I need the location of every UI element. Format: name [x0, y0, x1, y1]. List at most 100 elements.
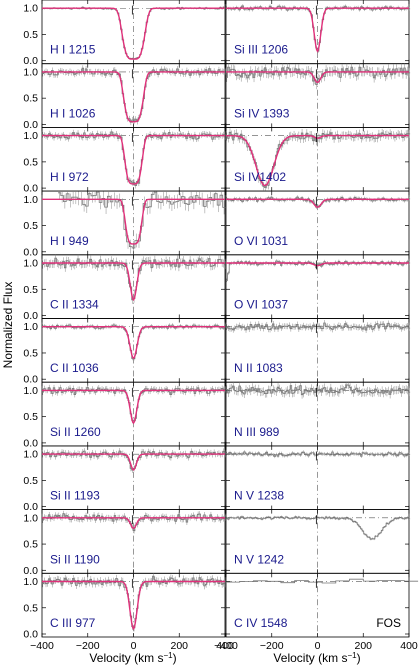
ion-label: H I 972: [50, 170, 89, 184]
ion-label: Si II 1190: [50, 552, 100, 566]
model-fit-line: [226, 198, 409, 208]
x-axis-label-left: Velocity (km s−1): [89, 651, 176, 665]
panel-left-2: H I 972: [41, 127, 227, 192]
y-tick-label: 1.0: [23, 321, 38, 333]
data-spectrum: [226, 384, 411, 396]
panel-left-0: H I 1215: [41, 0, 227, 65]
model-fit-line: [42, 453, 225, 471]
x-tick-label: −400: [30, 640, 54, 652]
panel-left-7: Si II 1193: [41, 445, 227, 510]
panel-right-1: Si IV 1393: [225, 63, 411, 128]
y-tick-label: 0.0: [23, 183, 38, 195]
y-tick-label: 1.0: [23, 385, 38, 397]
x-tick-label: −400: [214, 640, 238, 652]
panel-left-1: H I 1026: [41, 63, 227, 128]
panel-right-9: C IV 1548 FOS: [225, 572, 419, 638]
data-spectrum: [42, 387, 227, 421]
y-tick-label: 1.0: [23, 130, 38, 142]
panel-left-3: H I 949: [41, 190, 226, 256]
ion-label: C III 977: [50, 616, 96, 630]
y-tick-label: 0.0: [23, 310, 38, 322]
ion-label: H I 1026: [50, 106, 96, 120]
x-tick-label: 400: [216, 640, 234, 652]
panels-group: H I 1215 H I 1026 H I 972 H I 949 C II 1334 C…: [41, 0, 419, 638]
ion-label: N V 1238: [234, 489, 284, 503]
x-tick-label: −200: [76, 640, 100, 652]
y-tick-label: 0.5: [23, 475, 38, 487]
panel-left-4: C II 1334: [41, 254, 227, 319]
model-fit-line: [226, 7, 409, 53]
model-fit-line: [225, 134, 409, 187]
model-fit-line: [42, 580, 225, 631]
panel-right-8: N V 1242: [225, 509, 411, 574]
panel-left-6: Si II 1260: [41, 381, 227, 447]
ion-label: H I 1215: [50, 43, 96, 57]
panel-left-8: Si II 1190: [41, 509, 227, 574]
data-spectrum: [226, 578, 419, 584]
y-tick-label: 0.0: [23, 629, 38, 641]
panel-right-3: O VI 1031: [225, 190, 411, 256]
y-tick-label: 0.0: [23, 55, 38, 67]
y-tick-label: 0.5: [23, 220, 38, 232]
panel-right-6: N III 989: [225, 381, 411, 447]
ion-label: C IV 1548: [234, 616, 288, 630]
y-tick-label: 0.5: [23, 93, 38, 105]
y-tick-label: 1.0: [23, 3, 38, 15]
y-tick-label: 0.5: [23, 347, 38, 359]
y-tick-label: 0.0: [23, 246, 38, 258]
ion-label: C II 1036: [50, 361, 99, 375]
x-tick-label: 200: [170, 640, 188, 652]
data-spectrum: [42, 131, 227, 186]
panel-right-2: Si IV1402: [225, 127, 411, 192]
y-tick-label: 0.5: [23, 29, 38, 41]
ion-label: Si II 1260: [50, 425, 101, 439]
x-tick-label: 0: [315, 640, 321, 652]
y-tick-label: 0.0: [23, 119, 38, 131]
model-fit-line: [42, 198, 225, 245]
x-tick-label: 200: [354, 640, 372, 652]
x-axis-label-right: Velocity (km s−1): [273, 651, 360, 665]
x-tick-label: 0: [131, 640, 137, 652]
ion-label: N III 989: [234, 425, 280, 439]
y-tick-label: 0.5: [23, 156, 38, 168]
ion-label: H I 949: [50, 234, 89, 248]
ion-label: N II 1083: [234, 361, 283, 375]
panel-right-5: N II 1083: [225, 318, 411, 383]
y-tick-label: 0.5: [23, 284, 38, 296]
x-tick-label: 400: [400, 640, 418, 652]
y-tick-label: 1.0: [23, 66, 38, 78]
ion-label: Si III 1206: [234, 43, 288, 57]
ion-label: O VI 1037: [234, 298, 288, 312]
data-spectrum: [226, 451, 411, 457]
y-tick-label: 0.5: [23, 411, 38, 423]
panel-right-4: O VI 1037: [225, 254, 411, 319]
y-tick-label: 0.5: [23, 539, 38, 551]
model-fit-line: [42, 71, 225, 123]
y-tick-label: 1.0: [23, 576, 38, 588]
panel-left-9: C III 977: [41, 572, 227, 638]
ion-label: C II 1334: [50, 298, 99, 312]
data-spectrum: [42, 257, 227, 301]
ion-label: Si IV 1393: [234, 106, 290, 120]
y-tick-label: 1.0: [23, 258, 38, 270]
panel-right-7: N V 1238: [225, 445, 411, 510]
y-tick-label: 0.0: [23, 437, 38, 449]
y-tick-label: 0.0: [23, 374, 38, 386]
model-fit-line: [42, 389, 225, 425]
y-tick-label: 1.0: [23, 449, 38, 461]
x-tick-label: −200: [260, 640, 284, 652]
model-fit-line: [42, 134, 225, 185]
ion-label: Si IV1402: [234, 170, 286, 184]
ion-label: N V 1242: [234, 552, 284, 566]
data-spectrum: [42, 324, 227, 360]
ion-label: Si II 1193: [50, 489, 100, 503]
data-spectrum: [226, 322, 411, 331]
model-fit-line: [42, 262, 225, 302]
model-fit-line: [42, 7, 225, 60]
y-tick-label: 0.0: [23, 565, 38, 577]
y-tick-label: 1.0: [23, 512, 38, 524]
ion-label: O VI 1031: [234, 234, 288, 248]
y-tick-label: 1.0: [23, 194, 38, 206]
model-fit-line: [226, 71, 409, 84]
